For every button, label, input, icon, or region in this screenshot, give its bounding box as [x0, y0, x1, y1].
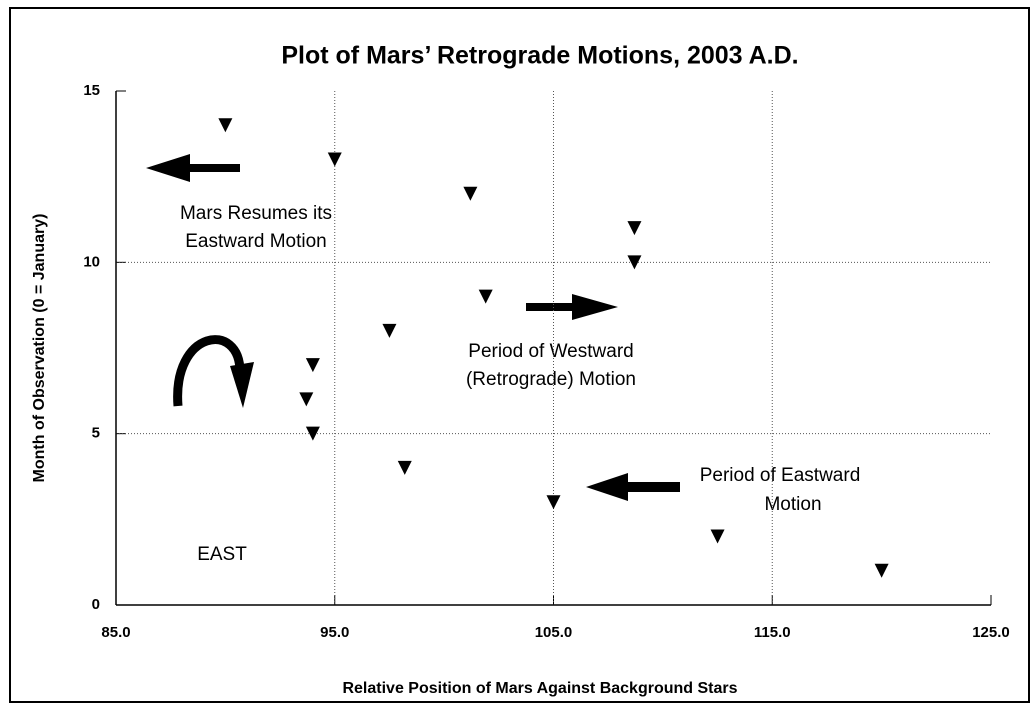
annotation: Mars Resumes its	[180, 203, 332, 224]
annotation: Period of Westward	[468, 341, 633, 362]
annotation: (Retrograde) Motion	[466, 369, 636, 390]
frame	[9, 7, 1030, 703]
x-tick-label: 105.0	[535, 624, 573, 641]
x-tick-label: 115.0	[754, 624, 791, 641]
arrow-left	[146, 154, 240, 182]
point	[463, 186, 478, 201]
point	[478, 289, 493, 304]
point	[382, 323, 397, 338]
chart-title: Plot of Mars’ Retrograde Motions, 2003 A…	[281, 42, 798, 70]
point	[627, 255, 642, 270]
x-tick-label: 95.0	[320, 624, 349, 641]
curved-arrow	[173, 335, 245, 407]
annotation: Period of Eastward	[700, 465, 861, 486]
point	[299, 392, 314, 407]
point	[305, 358, 320, 373]
y-tick-label: 10	[83, 253, 100, 270]
y-axis-label: Month of Observation (0 = January)	[31, 214, 48, 483]
arrows	[146, 154, 680, 501]
annotation: Eastward Motion	[185, 231, 327, 252]
point	[397, 460, 412, 475]
point	[627, 221, 642, 236]
x-tick-label: 125.0	[972, 624, 1010, 641]
point	[305, 426, 320, 441]
x-axis-label: Relative Position of Mars Against Backgr…	[342, 680, 737, 697]
annotation: EAST	[197, 544, 247, 565]
point	[874, 563, 889, 578]
point	[710, 529, 725, 544]
arrow-left	[586, 473, 680, 501]
point	[218, 118, 233, 133]
y-tick-label: 5	[92, 425, 100, 442]
point	[546, 495, 561, 510]
point	[327, 152, 342, 167]
y-tick-label: 15	[83, 82, 100, 99]
annotation: Motion	[764, 494, 821, 515]
x-tick-label: 85.0	[101, 624, 130, 641]
curved-arrow-head	[230, 362, 254, 408]
y-tick-label: 0	[92, 596, 100, 613]
arrow-right	[526, 294, 618, 320]
